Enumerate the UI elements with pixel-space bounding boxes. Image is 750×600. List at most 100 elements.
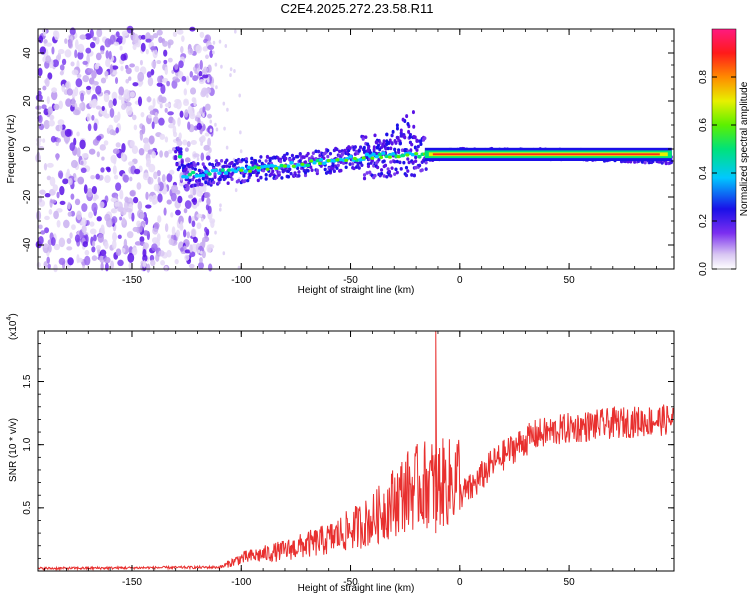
trace-blob [399, 131, 403, 136]
trace-blob [411, 160, 415, 165]
noise-blob [166, 199, 172, 205]
trace-core [210, 168, 216, 173]
noise-blob [137, 201, 143, 211]
trace-core [390, 152, 396, 156]
noise-blob [199, 59, 203, 70]
trace-blob [200, 182, 204, 187]
trace-blob [412, 124, 416, 129]
noise-blob [200, 135, 206, 142]
colorbar-tick-label: 0.8 [698, 70, 709, 84]
trace-blob [420, 168, 424, 172]
noise-blob [196, 213, 203, 218]
noise-blob [226, 107, 229, 112]
trace-core [253, 165, 258, 169]
noise-blob [119, 189, 124, 200]
noise-blob [183, 208, 188, 214]
noise-blob [190, 139, 197, 145]
trace-blob [348, 146, 352, 151]
noise-blob [82, 241, 88, 248]
trace-core [318, 157, 324, 162]
trace-blob [366, 164, 371, 169]
trace-core [300, 162, 305, 166]
noise-blob [111, 239, 117, 250]
noise-blob [146, 96, 152, 103]
noise-blob [85, 220, 90, 226]
noise-blob [126, 105, 133, 116]
noise-blob [87, 68, 94, 73]
noise-blob [210, 220, 215, 229]
noise-blob [111, 216, 118, 224]
trace-blob [223, 176, 228, 180]
noise-blob [161, 77, 169, 83]
trace-blob [406, 122, 410, 127]
noise-blob [104, 175, 111, 184]
trace-core [286, 164, 291, 168]
noise-blob [169, 169, 175, 175]
noise-blob [151, 121, 155, 130]
trace-blob [196, 161, 200, 166]
noise-blob [39, 189, 46, 195]
noise-blob [100, 45, 105, 52]
trace-blob [408, 134, 412, 139]
svg-text:(x104): (x104) [6, 313, 19, 340]
x-tick-label: -100 [231, 577, 251, 588]
noise-blob [163, 59, 168, 65]
noise-blob [76, 254, 80, 264]
trace-blob [217, 162, 221, 166]
noise-blob [145, 48, 149, 55]
noise-blob [71, 224, 76, 231]
noise-blob [58, 257, 66, 266]
trace-blob [280, 176, 284, 180]
noise-blob [215, 127, 219, 132]
noise-blob [187, 121, 191, 130]
snr-background [38, 331, 674, 571]
noise-blob [53, 264, 58, 273]
trace-blob [306, 168, 310, 173]
noise-blob [99, 201, 105, 209]
noise-blob [205, 204, 210, 211]
trace-blob [328, 151, 333, 156]
noise-blob [160, 96, 167, 104]
noise-blob [44, 227, 50, 234]
noise-blob [96, 151, 100, 158]
noise-blob [207, 44, 215, 51]
noise-blob [172, 31, 178, 38]
trace-blob [191, 177, 195, 182]
trace-blob [379, 168, 384, 172]
noise-blob [129, 176, 133, 182]
noise-blob [134, 65, 140, 73]
noise-blob [212, 40, 216, 45]
trace-core [384, 154, 389, 159]
noise-blob [187, 48, 194, 56]
trace-blob [366, 142, 370, 147]
noise-blob [117, 259, 124, 267]
noise-blob [108, 99, 114, 109]
trace-blob [250, 156, 254, 161]
noise-blob [168, 238, 174, 246]
trace-blob [664, 161, 668, 166]
noise-blob [218, 39, 222, 44]
colorbar-gradient [711, 28, 737, 270]
noise-blob [44, 215, 50, 221]
trace-core [335, 158, 340, 162]
noise-blob [47, 72, 53, 80]
snr-x-label: Height of straight line (km) [298, 583, 415, 594]
spectrogram-y-label: Frequency (Hz) [6, 115, 17, 184]
trace-blob [296, 154, 300, 159]
noise-blob [89, 41, 96, 49]
noise-blob [125, 78, 130, 84]
trace-blob [390, 141, 394, 146]
trace-blob [210, 162, 215, 167]
snr-multiplier: (x104) [6, 313, 19, 340]
noise-blob [111, 65, 119, 70]
noise-blob [159, 150, 163, 158]
trace-blob [377, 157, 381, 162]
trace-blob [303, 173, 308, 178]
noise-blob [191, 220, 196, 228]
trace-blob [243, 179, 247, 183]
noise-blob [89, 228, 97, 235]
trace-blob [230, 177, 234, 181]
noise-blob [64, 38, 68, 44]
trace-blob [297, 170, 301, 174]
trace-blob [398, 160, 402, 165]
